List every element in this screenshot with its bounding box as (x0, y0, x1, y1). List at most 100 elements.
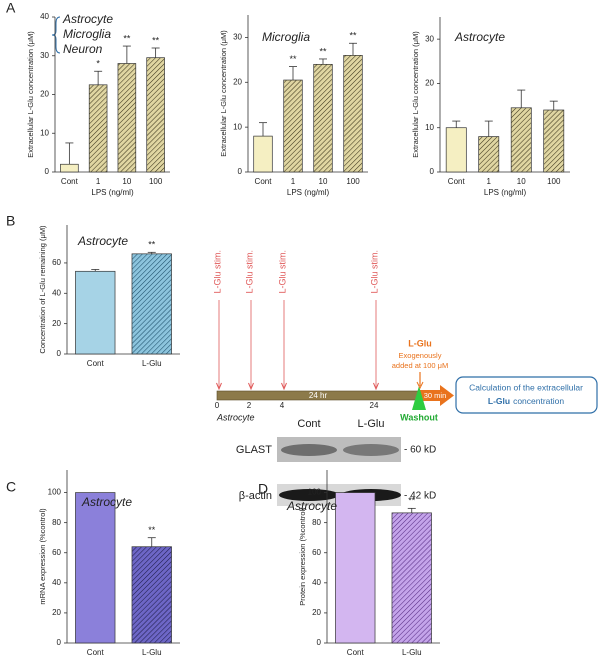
y-tick-label: 20 (40, 90, 49, 99)
x-tick-label: Cont (255, 177, 273, 186)
stim-label: L-Glu stim. (277, 250, 287, 294)
bar (335, 492, 376, 644)
y-axis-label: mRNA expression (%control) (38, 508, 47, 605)
panel-label: D (258, 481, 268, 497)
x-tick-label: Cont (347, 648, 365, 657)
y-tick-label: 20 (52, 319, 61, 328)
significance: ** (408, 496, 416, 506)
error-bar (319, 58, 327, 65)
significance: ** (123, 33, 131, 43)
y-tick-label: 10 (40, 128, 49, 137)
bar (117, 63, 137, 173)
y-axis-label: Extracellular L-Glu concentration (μM) (411, 31, 420, 158)
error-bar (289, 66, 297, 81)
stim-label: L-Glu stim. (212, 250, 222, 294)
error-bar (147, 251, 156, 254)
y-tick-label: 80 (52, 518, 61, 527)
bar (445, 127, 467, 173)
addition: L-Glu (408, 338, 432, 348)
arrow (416, 381, 424, 390)
washout-marker (412, 386, 426, 410)
y-tick-label: 40 (52, 578, 61, 587)
y-tick-label: 60 (312, 548, 321, 557)
bar (146, 57, 165, 173)
panel-label: B (6, 213, 15, 229)
x-tick-label: Cont (61, 177, 79, 186)
x-tick-label: L-Glu (142, 648, 162, 657)
lane-label: Cont (297, 418, 320, 430)
x-tick-label: 100 (547, 177, 561, 186)
y-tick-label: 20 (425, 79, 434, 88)
y-tick-label: 100 (48, 488, 62, 497)
error-bar (91, 269, 100, 272)
y-tick-label: 30 (40, 51, 49, 60)
washout: Washout (400, 412, 438, 422)
y-tick-label: 40 (40, 12, 49, 21)
band (279, 489, 339, 501)
y-tick-label: 80 (312, 518, 321, 527)
protein-label: GLAST (236, 444, 272, 456)
chart-title: Astrocyte (81, 495, 132, 509)
y-tick-label: 30 (425, 34, 434, 43)
y-tick-label: 10 (425, 123, 434, 132)
y-axis-label: Extracellular L-Glu concentration (μM) (26, 31, 35, 158)
bar (313, 63, 333, 173)
size-label: - 42 kD (404, 491, 436, 502)
error-bar (484, 120, 493, 137)
significance: ** (319, 46, 327, 56)
time-tick: 24 (370, 401, 379, 410)
error-bar (452, 120, 461, 128)
y-tick-label: 60 (52, 258, 61, 267)
time-tick: 0 (215, 401, 220, 410)
y-tick-label: 0 (57, 638, 62, 647)
x-axis-label: LPS (ng/ml) (484, 188, 527, 197)
x-tick-label: Cont (87, 359, 105, 368)
y-tick-label: 0 (57, 349, 62, 358)
error-bar (65, 142, 74, 165)
bar (253, 135, 273, 173)
chart-title: Astrocyte (77, 234, 128, 248)
addition-note: Exogenously (399, 351, 442, 360)
x-axis-label: LPS (ng/ml) (287, 188, 330, 197)
y-tick-label: 30 (233, 33, 242, 42)
stim-arrowhead (281, 382, 287, 391)
y-tick-label: 0 (317, 638, 322, 647)
x-tick-label: Cont (448, 177, 466, 186)
y-axis-label: Concentration of L-Glu remaining (μM) (38, 225, 47, 354)
error-bar (549, 100, 558, 110)
error-bar (94, 70, 103, 85)
stim-arrowhead (373, 382, 379, 391)
y-tick-label: 100 (308, 488, 322, 497)
stim-arrowhead (216, 382, 222, 391)
x-tick-label: 10 (319, 177, 328, 186)
time-tick: 2 (247, 401, 252, 410)
chart-title: Astrocyte (286, 499, 337, 513)
lane-label: L-Glu (358, 418, 385, 430)
band (343, 444, 399, 456)
chart-title: Astrocyte (454, 30, 505, 44)
x-tick-label: 10 (122, 177, 131, 186)
bar (131, 253, 172, 355)
stim-arrowhead (248, 382, 254, 391)
bar (75, 270, 116, 355)
incubation: 30 min (424, 391, 447, 400)
bar (343, 55, 363, 173)
protein-label: β-actin (239, 490, 272, 502)
chart-title: Astrocyte (62, 12, 113, 26)
y-tick-label: 0 (45, 167, 50, 176)
cell-label: Astrocyte (216, 412, 255, 422)
significance: ** (349, 31, 357, 41)
y-tick-label: 0 (238, 167, 243, 176)
bar (478, 136, 500, 173)
bar (543, 109, 565, 173)
y-axis-label: Extracellular L-Glu concentration (μM) (219, 30, 228, 157)
bar (510, 107, 532, 173)
y-axis-label: Protein expression (%control) (298, 507, 307, 606)
timeline (216, 372, 598, 414)
x-tick-label: 1 (487, 177, 492, 186)
result-line: Calculation of the extracellular (469, 382, 583, 392)
y-tick-label: 40 (312, 578, 321, 587)
addition-note: added at 100 μM (392, 361, 448, 370)
band (281, 444, 337, 456)
